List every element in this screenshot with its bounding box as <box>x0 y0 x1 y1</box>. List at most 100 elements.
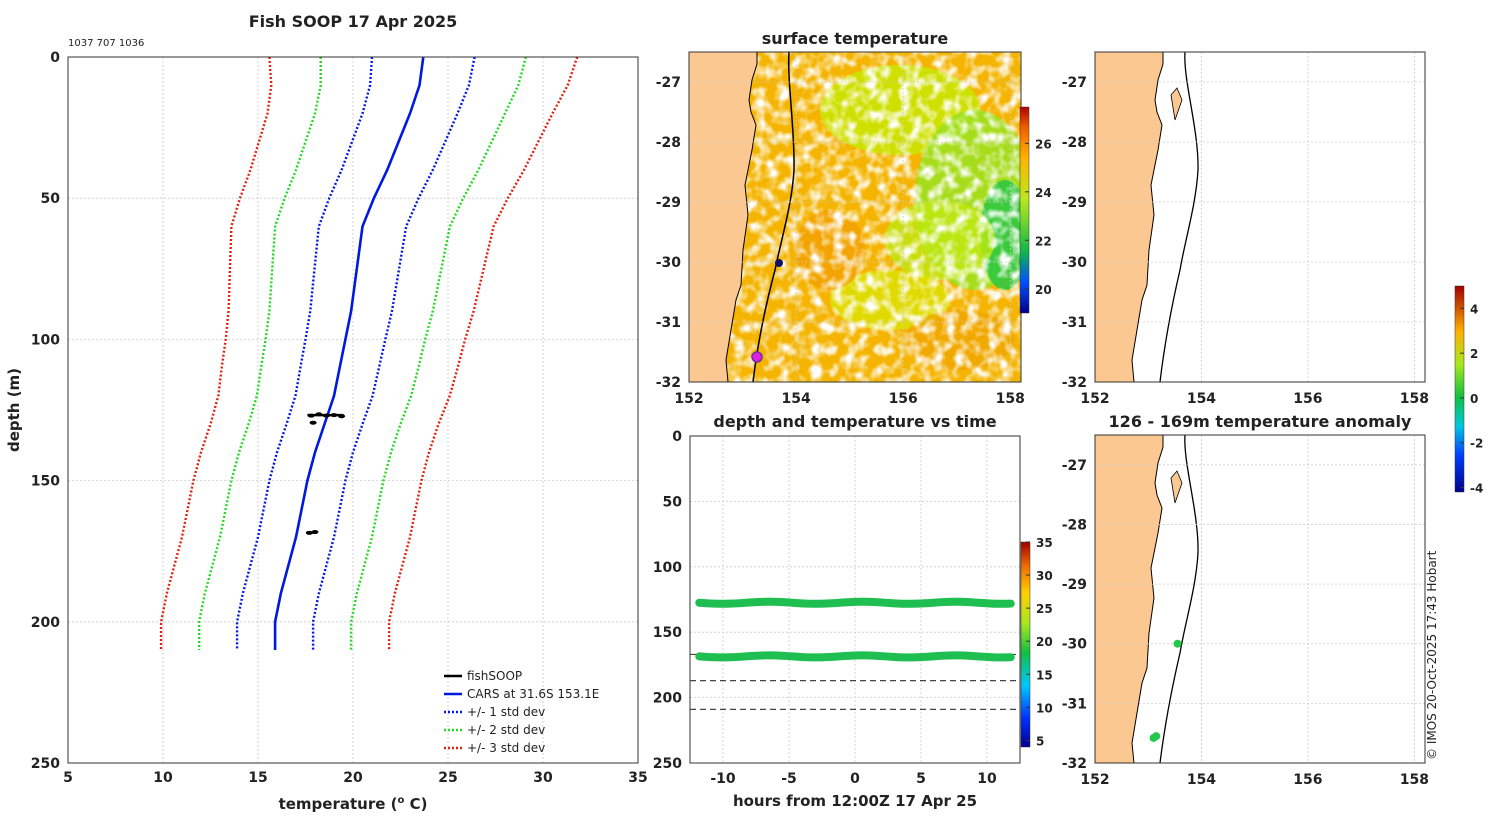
depth-time-colorbar-label: 10 <box>1036 701 1053 715</box>
legend-label-std2: +/- 2 std dev <box>467 723 545 737</box>
depth-time-ytick-label: 150 <box>653 625 682 641</box>
profile-series <box>159 56 579 651</box>
sst-colorbar-label: 20 <box>1035 283 1052 297</box>
anomaly-colorbar-label: 4 <box>1470 302 1478 316</box>
anomaly-colorbar-label: -4 <box>1470 482 1483 496</box>
anomaly-ticks: 152 154 156 158 -27 -28 -29 -30 -31 -32 <box>1062 458 1429 788</box>
profile-ylabel: depth (m) <box>5 368 23 452</box>
std-dev-3-upper-line <box>387 56 579 651</box>
anomaly-ytick-label: -27 <box>1062 458 1087 474</box>
profile-subtitle: 1037 707 1036 <box>68 38 144 49</box>
profile-xlabel-sup: o <box>397 795 404 806</box>
profile-ytick-label: 0 <box>50 50 60 66</box>
profile-xtick-label: 20 <box>343 770 363 786</box>
depth-time-ytick-label: 50 <box>663 494 683 510</box>
shelf-break-contour <box>1159 52 1199 382</box>
map-panel-top-right: 152 154 156 158 -27 -28 -29 -30 -31 -32 <box>1062 51 1429 407</box>
depth-time-colorbar-label: 15 <box>1036 668 1053 682</box>
sst-colorbar-label: 24 <box>1035 186 1052 200</box>
sst-ytick-label: -32 <box>656 375 681 391</box>
sst-colorbar <box>1019 106 1030 314</box>
std-dev-1-upper-line <box>311 56 476 651</box>
island <box>1170 470 1183 504</box>
sst-ytick-label: -28 <box>656 135 681 151</box>
cars-mean-line <box>273 56 425 651</box>
sst-xtick-label: 156 <box>889 391 918 407</box>
std-dev-3-lower-line <box>159 56 273 651</box>
map-top-right-ytick-label: -32 <box>1062 375 1087 391</box>
std-dev-2-lower-line <box>197 57 322 651</box>
profile-title: Fish SOOP 17 Apr 2025 <box>249 12 458 31</box>
sst-colorbar-ticks: 20 22 24 26 <box>1025 137 1052 297</box>
legend-label-fishsoop: fishSOOP <box>467 669 522 683</box>
profile-ytick-label: 200 <box>31 615 60 631</box>
anomaly-xtick-label: 158 <box>1400 772 1429 788</box>
depth-time-title: depth and temperature vs time <box>713 412 996 431</box>
sst-xtick-label: 152 <box>674 391 703 407</box>
sst-ytick-label: -31 <box>656 315 681 331</box>
depth-time-xtick-label: -10 <box>710 771 736 787</box>
profile-x-ticks: 5 10 15 20 25 30 35 <box>63 770 648 786</box>
legend-label-std3: +/- 3 std dev <box>467 741 545 755</box>
profile-xlabel-suffix: C) <box>404 795 427 813</box>
profile-xtick-label: 35 <box>628 770 647 786</box>
land-mass <box>689 52 758 382</box>
anomaly-point <box>1173 639 1182 648</box>
depth-time-colorbar-label: 25 <box>1036 602 1053 616</box>
anomaly-colorbar-label: 2 <box>1470 347 1478 361</box>
map-top-right-frame <box>1094 51 1426 383</box>
sst-xtick-label: 154 <box>781 391 810 407</box>
depth-time-xtick-label: 5 <box>916 771 926 787</box>
profile-xlabel: temperature (o C) <box>279 795 428 813</box>
credit-text: © IMOS 20-Oct-2025 17:43 Hobart <box>1425 550 1439 760</box>
anomaly-xtick-label: 156 <box>1293 772 1322 788</box>
depth-time-ytick-label: 250 <box>653 756 682 772</box>
surface-temperature-panel: surface temperature 152 154 156 158 -27 -28 -2… <box>656 29 1052 407</box>
profile-xtick-label: 15 <box>248 770 267 786</box>
map-top-right-xtick-label: 156 <box>1293 391 1322 407</box>
temperature-profile-panel: Fish SOOP 17 Apr 2025 1037 707 1036 5 10 1… <box>5 12 648 813</box>
map-top-right-xtick-label: 152 <box>1080 391 1109 407</box>
profile-xtick-label: 30 <box>533 770 553 786</box>
map-top-right-ticks: 152 154 156 158 -27 -28 -29 -30 -31 -32 <box>1062 75 1429 407</box>
anomaly-axes-frame <box>1094 434 1426 764</box>
sst-marker-start <box>751 351 763 363</box>
depth-time-xtick-label: 10 <box>977 771 997 787</box>
sst-colorbar-label: 22 <box>1035 234 1052 248</box>
depth-time-ytick-label: 0 <box>672 429 682 445</box>
map-top-right-ytick-label: -28 <box>1062 135 1087 151</box>
profile-grid <box>67 56 639 764</box>
sst-ticks: 152 154 156 158 -27 -28 -29 -30 -31 -32 <box>656 75 1025 407</box>
depth-time-panel: depth and temperature vs time -10 -5 0 5 100… <box>653 412 1053 810</box>
map-top-right-ytick-label: -31 <box>1062 315 1087 331</box>
legend-label-cars: CARS at 31.6S 153.1E <box>467 687 599 701</box>
profile-ytick-label: 150 <box>31 474 60 490</box>
profile-legend: fishSOOP CARS at 31.6S 153.1E +/- 1 std … <box>444 669 599 755</box>
depth-time-colorbar-ticks: 5 10 15 20 25 30 35 <box>1026 536 1053 748</box>
depth-time-colorbar <box>1020 541 1031 748</box>
sst-colorbar-label: 26 <box>1035 137 1052 151</box>
anomaly-xtick-label: 152 <box>1080 772 1109 788</box>
anomaly-title: 126 - 169m temperature anomaly <box>1109 412 1412 431</box>
profile-y-ticks: 0 50 100 150 200 250 <box>31 50 60 772</box>
anomaly-colorbar-label: 0 <box>1470 392 1478 406</box>
profile-ytick-label: 50 <box>41 191 61 207</box>
land-mass <box>1095 435 1164 763</box>
profile-xtick-label: 25 <box>438 770 457 786</box>
anomaly-xtick-label: 154 <box>1187 772 1216 788</box>
depth-time-ytick-label: 100 <box>653 560 682 576</box>
depth-time-colorbar-label: 5 <box>1036 734 1044 748</box>
profile-ytick-label: 100 <box>31 332 60 348</box>
map-top-right-ytick-label: -29 <box>1062 195 1087 211</box>
anomaly-points <box>1149 639 1182 742</box>
anomaly-colorbar <box>1454 285 1465 493</box>
upper-sensor-track <box>695 597 1015 608</box>
depth-time-colorbar-label: 35 <box>1036 536 1053 550</box>
std-dev-2-upper-line <box>349 56 528 651</box>
map-top-right-ytick-label: -30 <box>1062 255 1088 271</box>
anomaly-colorbar-label: -2 <box>1470 437 1483 451</box>
island <box>1170 87 1183 121</box>
depth-time-series <box>690 597 1020 710</box>
lower-sensor-track <box>695 651 1015 662</box>
shelf-break-contour <box>1159 435 1199 763</box>
